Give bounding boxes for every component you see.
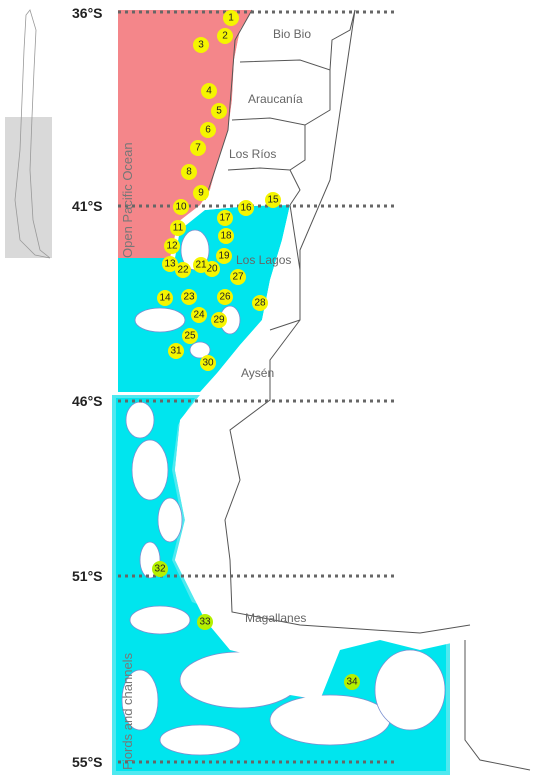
station-marker: [193, 185, 209, 201]
station-label: 13: [164, 259, 176, 270]
latitude-label: 41°S: [72, 198, 103, 214]
inset-map: [5, 9, 52, 259]
station-label: 3: [198, 40, 204, 51]
islands: [121, 229, 446, 756]
station-marker: [170, 220, 186, 236]
station-label: 1: [228, 13, 234, 24]
station-label: 25: [184, 331, 196, 342]
station-label: 23: [183, 292, 195, 303]
station-label: 21: [195, 260, 207, 271]
station-label: 17: [219, 213, 231, 224]
station-marker: [265, 192, 281, 208]
station-marker: [168, 343, 184, 359]
station-label: 22: [177, 265, 189, 276]
station-label: 33: [199, 617, 211, 628]
latitude-label: 46°S: [72, 393, 103, 409]
fjord-zone-north: [118, 205, 290, 392]
station-label: 16: [240, 203, 252, 214]
station-marker: [173, 199, 189, 215]
station-marker: [190, 140, 206, 156]
latitude-label: 36°S: [72, 5, 103, 21]
station-label: 14: [159, 293, 171, 304]
zone-label: Open Pacific Ocean: [120, 142, 135, 258]
station-label: 28: [254, 298, 266, 309]
station-label: 10: [175, 202, 187, 213]
station-marker: [211, 312, 227, 328]
station-marker: [201, 83, 217, 99]
station-label: 20: [206, 264, 218, 275]
region-borders: [204, 9, 531, 771]
station-marker: [164, 238, 180, 254]
station-label: 7: [195, 143, 201, 154]
station-marker: [162, 256, 178, 272]
inset-outline: [14, 9, 51, 259]
station-marker: [175, 262, 191, 278]
station-marker: [216, 248, 232, 264]
station-marker: [193, 37, 209, 53]
station-marker: [217, 210, 233, 226]
station-label: 19: [218, 251, 230, 262]
station-label: 32: [154, 564, 166, 575]
station-marker: [344, 674, 360, 690]
station-marker: [252, 295, 268, 311]
station-label: 2: [222, 31, 228, 42]
region-label: Bio Bio: [273, 27, 311, 41]
region-label: Araucanía: [248, 92, 303, 106]
station-label: 15: [267, 195, 279, 206]
station-label: 34: [346, 677, 358, 688]
station-marker: [211, 103, 227, 119]
region-label: Los Lagos: [236, 253, 291, 267]
station-marker: [217, 289, 233, 305]
inset-highlight: [5, 117, 52, 258]
mainland: [175, 10, 465, 700]
station-label: 12: [166, 241, 178, 252]
station-marker: [193, 257, 209, 273]
station-label: 30: [202, 358, 214, 369]
station-marker: [217, 28, 233, 44]
station-label: 31: [170, 346, 182, 357]
station-label: 26: [219, 292, 231, 303]
station-marker: [181, 289, 197, 305]
station-label: 4: [206, 86, 212, 97]
station-marker: [223, 10, 239, 26]
region-label: Aysén: [241, 366, 274, 380]
station-label: 11: [173, 223, 184, 234]
station-label: 9: [198, 188, 204, 199]
region-label: Los Ríos: [229, 147, 276, 161]
station-label: 6: [205, 125, 211, 136]
station-marker: [182, 328, 198, 344]
station-label: 18: [220, 231, 232, 242]
latitude-label: 51°S: [72, 568, 103, 584]
open-ocean-zone: [118, 10, 252, 258]
station-marker: [191, 307, 207, 323]
station-marker: [200, 122, 216, 138]
latitude-label: 55°S: [72, 754, 103, 770]
station-label: 8: [186, 167, 192, 178]
station-marker: [200, 355, 216, 371]
station-marker: [157, 290, 173, 306]
station-label: 27: [232, 272, 244, 283]
station-marker: [152, 561, 168, 577]
station-marker: [238, 200, 254, 216]
station-marker: [197, 614, 213, 630]
station-label: 24: [193, 310, 205, 321]
stations: 1234567891011121314151617181920212223242…: [152, 10, 360, 690]
station-label: 5: [216, 106, 222, 117]
station-label: 29: [213, 315, 225, 326]
station-marker: [230, 269, 246, 285]
zone-label: Fjords and channels: [120, 652, 135, 770]
station-marker: [181, 164, 197, 180]
region-label: Magallanes: [245, 611, 306, 625]
station-marker: [218, 228, 234, 244]
